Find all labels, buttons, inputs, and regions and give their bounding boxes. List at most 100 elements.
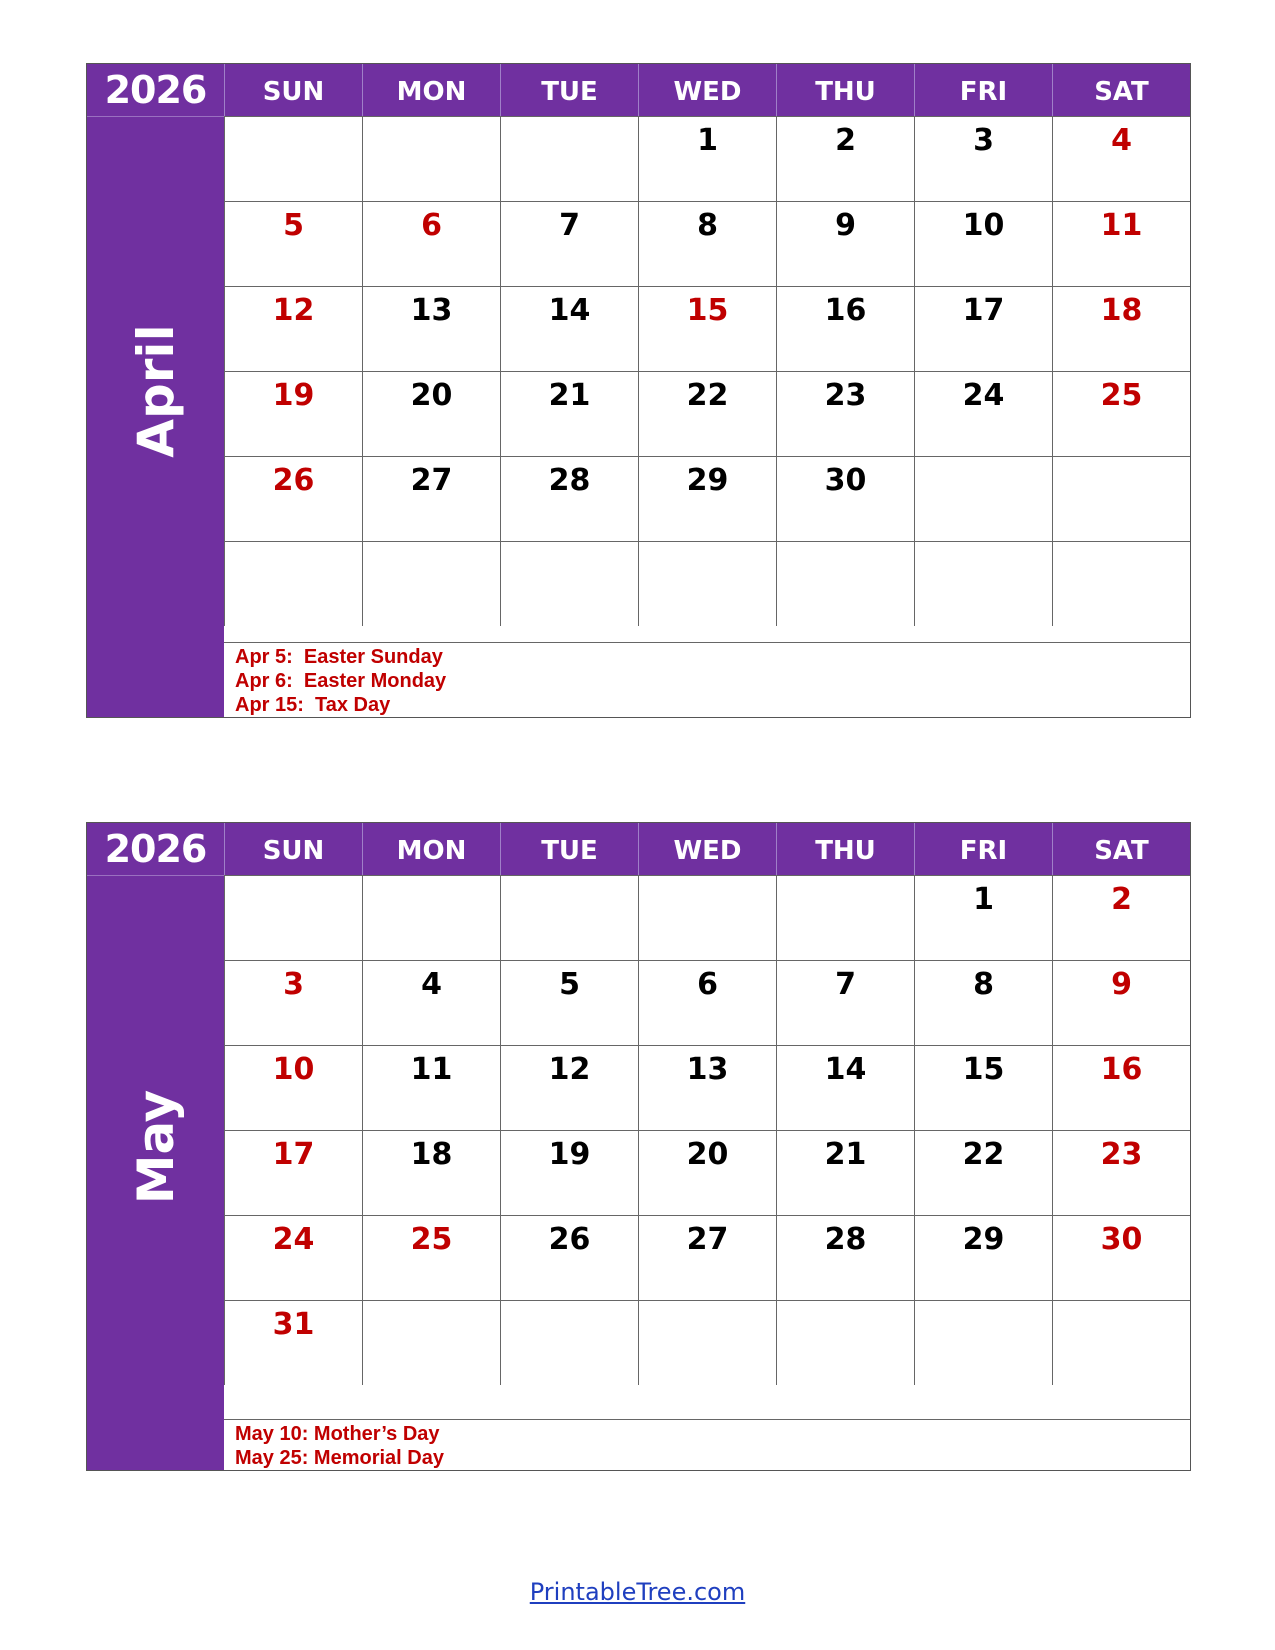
- day-cell: 17: [914, 287, 1052, 371]
- day-cell: 22: [638, 372, 776, 456]
- day-cell: 16: [1052, 1046, 1190, 1130]
- weekday-thu: THU: [776, 823, 914, 875]
- day-cell: [224, 876, 362, 960]
- day-cell: 23: [1052, 1131, 1190, 1215]
- day-cell: [914, 1301, 1052, 1385]
- day-cell: 24: [914, 372, 1052, 456]
- weekday-fri: FRI: [914, 64, 1052, 116]
- year-label: 2026: [87, 64, 224, 117]
- weekday-fri: FRI: [914, 823, 1052, 875]
- footer: PrintableTree.com: [0, 1578, 1275, 1606]
- day-cell: 15: [638, 287, 776, 371]
- day-cell: 20: [638, 1131, 776, 1215]
- day-cell: 9: [1052, 961, 1190, 1045]
- day-cell: 3: [224, 961, 362, 1045]
- day-cell: 24: [224, 1216, 362, 1300]
- day-cell: [500, 876, 638, 960]
- day-cell: [1052, 1301, 1190, 1385]
- day-cell: 21: [776, 1131, 914, 1215]
- week-row: 10 11 12 13 14 15 16: [224, 1045, 1190, 1130]
- weekday-tue: TUE: [500, 823, 638, 875]
- day-cell: [224, 117, 362, 201]
- day-cell: [224, 542, 362, 626]
- weekday-header: SUN MON TUE WED THU FRI SAT: [224, 64, 1190, 116]
- day-cell: 7: [500, 202, 638, 286]
- calendar-may: 2026 May SUN MON TUE WED THU FRI SAT 1 2 3 4 5 6 7 8 9 1…: [86, 822, 1191, 1471]
- day-cell: 27: [638, 1216, 776, 1300]
- day-cell: 7: [776, 961, 914, 1045]
- week-row: 5 6 7 8 9 10 11: [224, 201, 1190, 286]
- day-cell: 3: [914, 117, 1052, 201]
- day-cell: 31: [224, 1301, 362, 1385]
- day-cell: [1052, 542, 1190, 626]
- day-cell: 25: [1052, 372, 1190, 456]
- day-cell: 6: [362, 202, 500, 286]
- day-cell: 15: [914, 1046, 1052, 1130]
- day-cell: [914, 457, 1052, 541]
- day-cell: 19: [500, 1131, 638, 1215]
- week-row: 19 20 21 22 23 24 25: [224, 371, 1190, 456]
- year-label: 2026: [87, 823, 224, 876]
- day-cell: [500, 542, 638, 626]
- holiday-note: Apr 5: Easter Sunday: [235, 646, 443, 668]
- day-cell: [500, 1301, 638, 1385]
- day-cell: 17: [224, 1131, 362, 1215]
- day-cell: [362, 542, 500, 626]
- day-cell: [638, 1301, 776, 1385]
- week-row: [224, 541, 1190, 626]
- day-cell: 4: [1052, 117, 1190, 201]
- weekday-tue: TUE: [500, 64, 638, 116]
- day-cell: 22: [914, 1131, 1052, 1215]
- day-cell: 26: [224, 457, 362, 541]
- day-cell: [638, 876, 776, 960]
- day-cell: 5: [500, 961, 638, 1045]
- day-cell: [914, 542, 1052, 626]
- day-cell: 5: [224, 202, 362, 286]
- day-cell: 28: [500, 457, 638, 541]
- weekday-wed: WED: [638, 823, 776, 875]
- footer-link[interactable]: PrintableTree.com: [529, 1578, 746, 1606]
- month-label: May: [126, 1089, 185, 1204]
- day-cell: 27: [362, 457, 500, 541]
- weekday-sun: SUN: [224, 64, 362, 116]
- month-label: April: [126, 323, 185, 458]
- holiday-note: Apr 15: Tax Day: [235, 694, 391, 716]
- holiday-notes: May 10: Mother’s Day May 25: Memorial Day: [224, 1419, 1190, 1470]
- day-cell: 8: [638, 202, 776, 286]
- day-cell: 14: [776, 1046, 914, 1130]
- day-cell: 16: [776, 287, 914, 371]
- day-cell: 6: [638, 961, 776, 1045]
- holiday-notes: Apr 5: Easter Sunday Apr 6: Easter Monday…: [224, 642, 1190, 717]
- day-cell: 11: [1052, 202, 1190, 286]
- weekday-header: SUN MON TUE WED THU FRI SAT: [224, 823, 1190, 875]
- day-cell: 10: [224, 1046, 362, 1130]
- day-cell: 28: [776, 1216, 914, 1300]
- weekday-thu: THU: [776, 64, 914, 116]
- calendar-april: 2026 April SUN MON TUE WED THU FRI SAT 1 2 3 4 5 6 7 8…: [86, 63, 1191, 718]
- day-cell: 2: [1052, 876, 1190, 960]
- day-cell: 29: [638, 457, 776, 541]
- day-cell: [362, 117, 500, 201]
- week-row: 17 18 19 20 21 22 23: [224, 1130, 1190, 1215]
- day-cell: [776, 876, 914, 960]
- week-row: 12 13 14 15 16 17 18: [224, 286, 1190, 371]
- day-cell: 1: [638, 117, 776, 201]
- day-cell: 23: [776, 372, 914, 456]
- calendar-grid: SUN MON TUE WED THU FRI SAT 1 2 3 4 5 6 7 8 9 10 11 12 13 14…: [224, 823, 1190, 1385]
- day-cell: [362, 876, 500, 960]
- holiday-note: May 10: Mother’s Day: [235, 1423, 440, 1445]
- day-cell: 21: [500, 372, 638, 456]
- day-cell: [638, 542, 776, 626]
- weekday-sun: SUN: [224, 823, 362, 875]
- week-row: 31: [224, 1300, 1190, 1385]
- weekday-sat: SAT: [1052, 64, 1190, 116]
- calendar-grid: SUN MON TUE WED THU FRI SAT 1 2 3 4 5 6 7 8 9 10 11 12 13 14…: [224, 64, 1190, 626]
- weekday-mon: MON: [362, 823, 500, 875]
- day-cell: [362, 1301, 500, 1385]
- day-cell: 13: [362, 287, 500, 371]
- weekday-wed: WED: [638, 64, 776, 116]
- day-cell: 20: [362, 372, 500, 456]
- day-cell: 19: [224, 372, 362, 456]
